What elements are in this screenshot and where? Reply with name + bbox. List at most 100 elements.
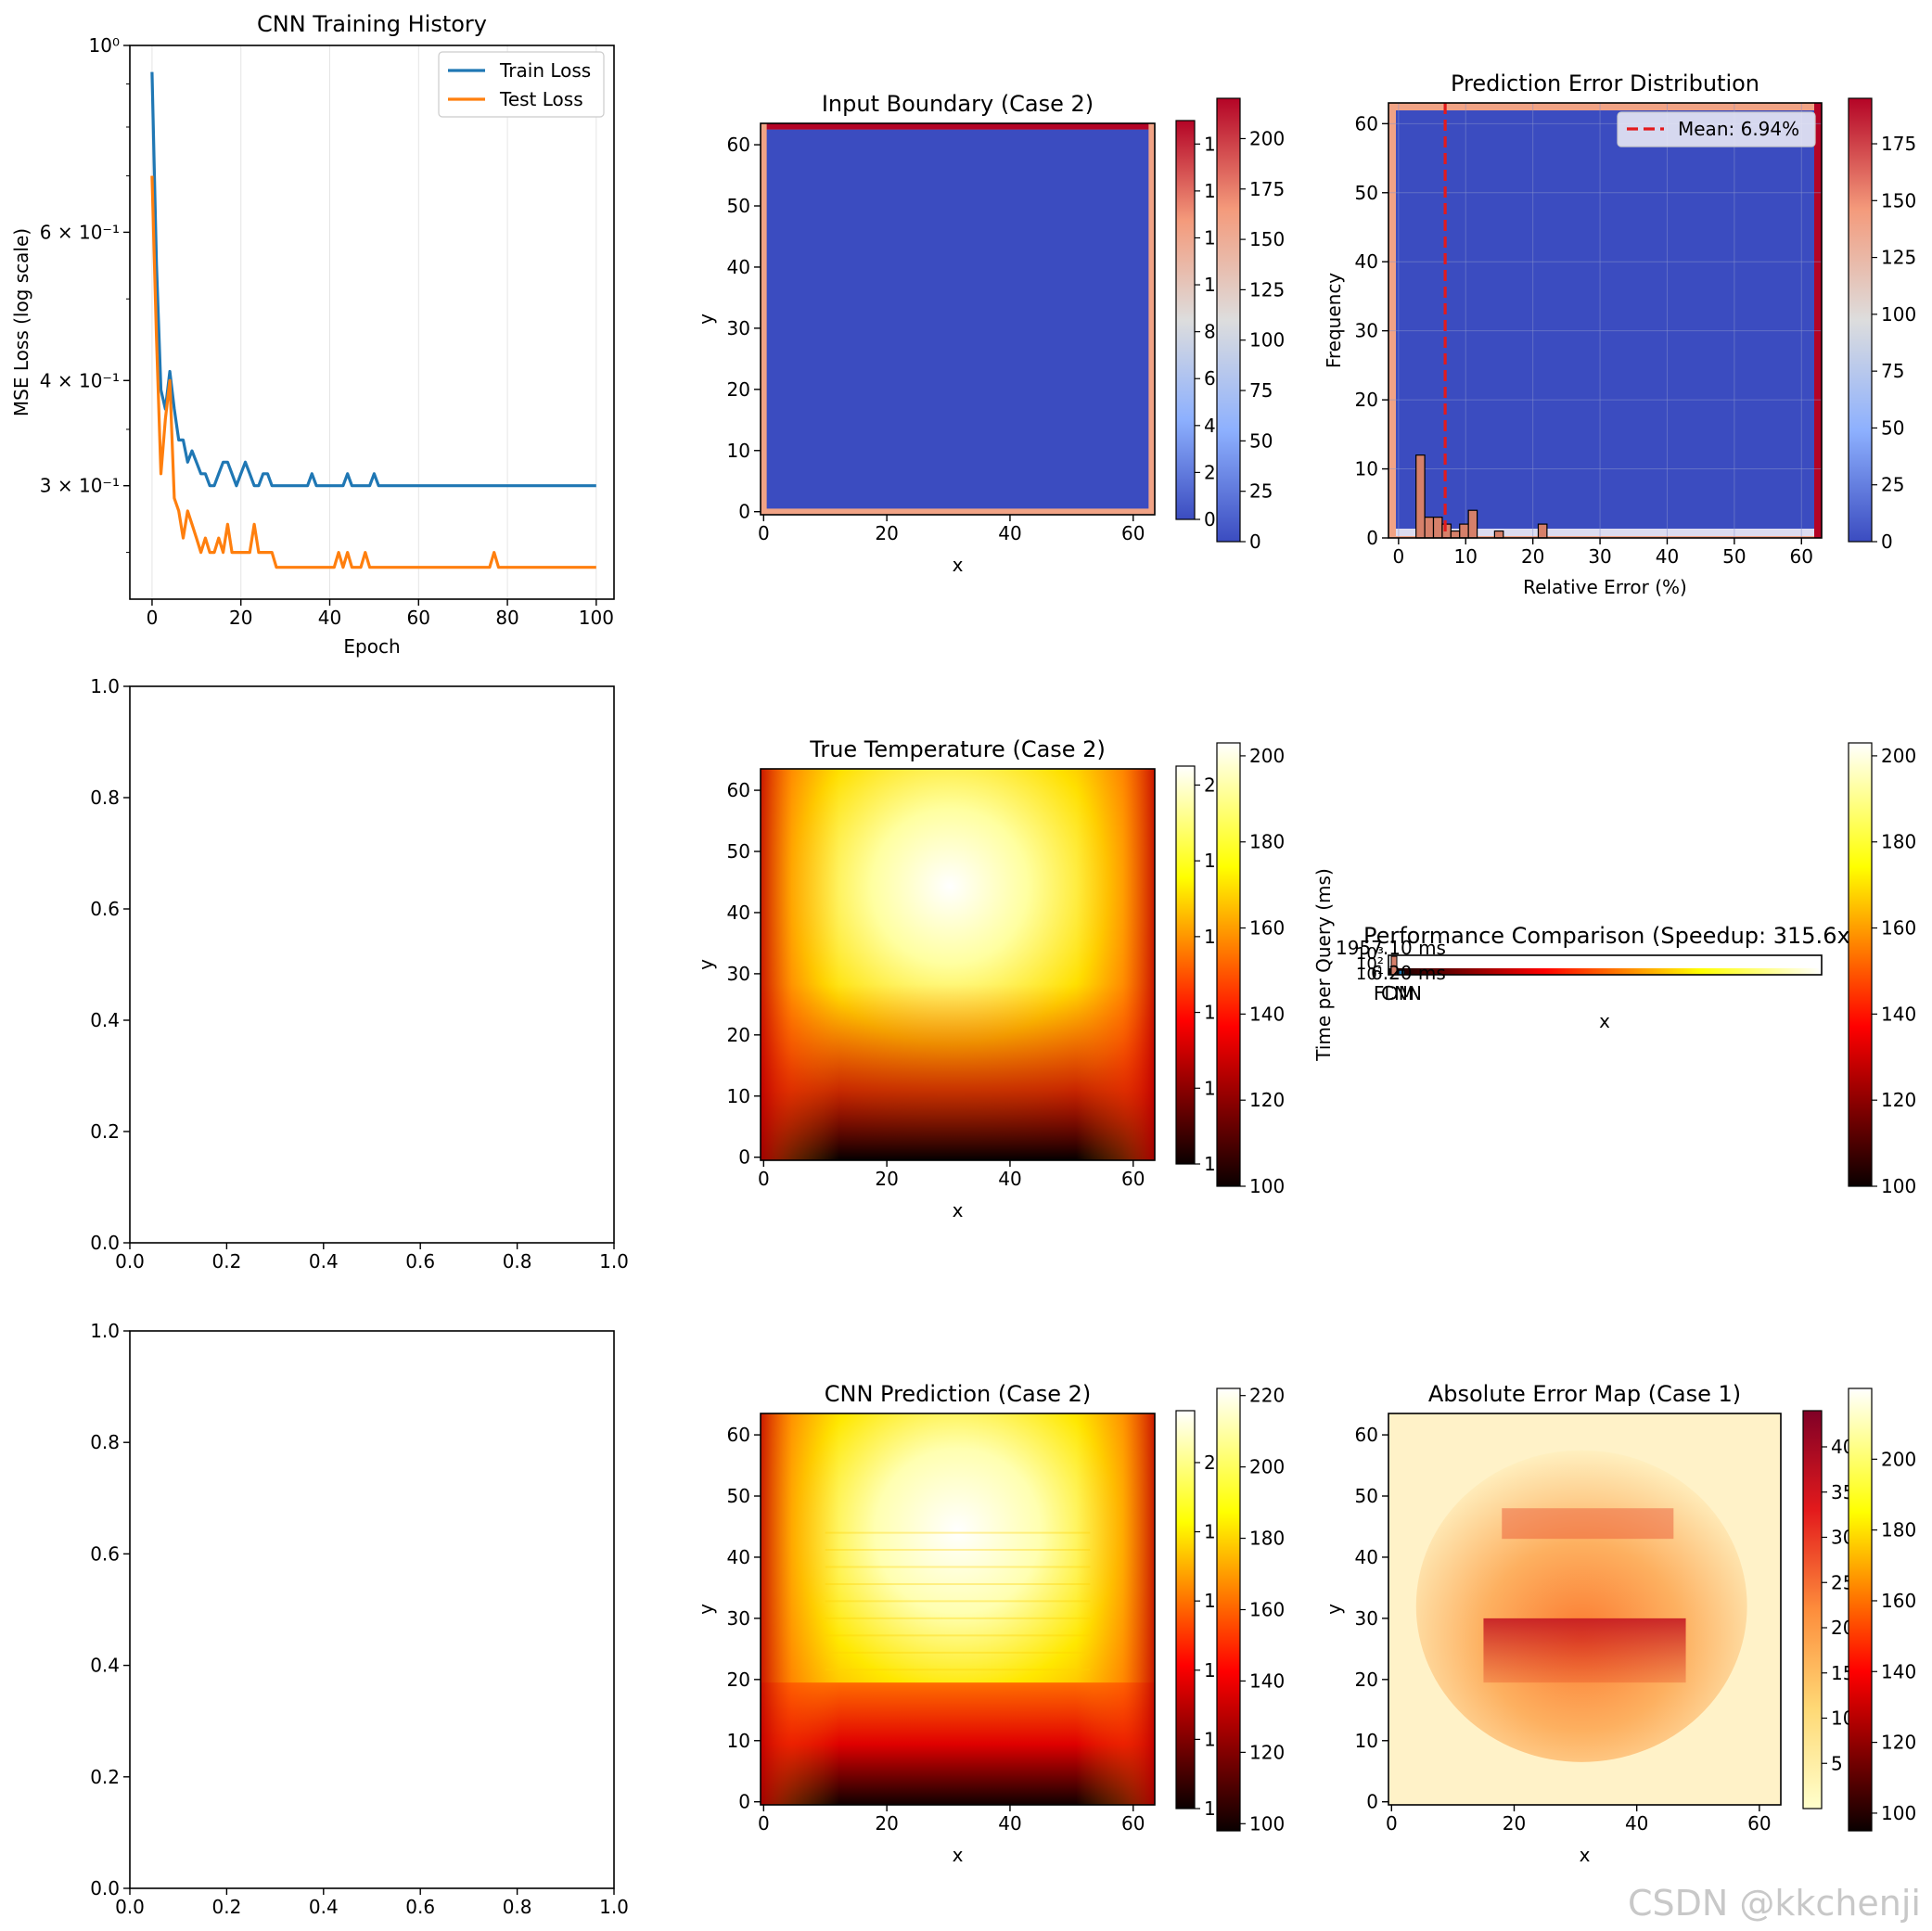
colorbar-outer [1216, 1388, 1241, 1832]
colorbar-tick-label: 140 [1249, 1669, 1285, 1692]
y-tick-label: 0.2 [90, 1766, 120, 1788]
y-tick-label: 4 × 10⁻¹ [40, 369, 120, 391]
x-tick-label: 0.8 [503, 1250, 532, 1272]
x-tick-label: 20 [875, 522, 898, 544]
heatmap-high-error-band [1483, 1618, 1686, 1683]
training-history-chart: CNN Training History 0 20 40 60 80 100 10⁰ 6 × 1… [10, 11, 615, 658]
x-tick-label: 1.0 [599, 1896, 629, 1918]
y-tick-label: 10² [1356, 954, 1384, 974]
colorbar-tick-label: 200 [1249, 745, 1285, 767]
axes-frame [760, 122, 1156, 516]
y-tick-label: 30 [1355, 1607, 1378, 1630]
colorbar-outer [1216, 742, 1241, 1187]
x-tick-label: 0 [147, 607, 159, 629]
histogram-bar [1459, 523, 1469, 539]
colorbar-tick-label: 120 [1881, 1089, 1916, 1111]
colorbar-tick-label: 160 [1881, 1590, 1916, 1612]
heatmap-interior [766, 129, 1149, 509]
y-tick-label: 10³ [1356, 944, 1384, 964]
x-tick-label: 0.0 [115, 1896, 145, 1918]
y-tick-label: 50 [727, 840, 750, 863]
colorbar-tick-label: 220 [1249, 1385, 1285, 1407]
colorbar-tick-label: 120 [1249, 1089, 1285, 1111]
x-tick-label: 60 [407, 607, 430, 629]
heatmap-top-edge [766, 123, 1149, 130]
x-tick-label: 100 [579, 607, 614, 629]
colorbar-inner [1802, 1410, 1823, 1810]
true-temperature-chart: True Temperature (Case 2) 0 20 40 60 0 10 20 30 4… [695, 736, 1285, 1221]
axes-frame [129, 45, 615, 600]
x-tick-label: 0.2 [211, 1250, 241, 1272]
y-tick-label: 0 [1366, 527, 1378, 549]
x-tick-label: 40 [1656, 545, 1679, 568]
x-tick-label: 80 [495, 607, 518, 629]
colorbar-tick-label: 25 [1881, 474, 1904, 496]
colorbar-tick-label: 180 [1881, 1519, 1916, 1541]
x-tick-label: 60 [1121, 1168, 1145, 1190]
absolute-error-chart: Absolute Error Map (Case 1) 0 20 40 60 0 10 20 3… [1323, 1381, 1916, 1866]
series-line-train [150, 71, 596, 488]
y-tick-label: 0.0 [90, 1877, 120, 1899]
x-tick-label: 40 [318, 607, 341, 629]
y-axis-label: Frequency [1323, 273, 1345, 368]
y-tick-label: 0.4 [90, 1009, 120, 1031]
x-tick-label: 10 [1454, 545, 1478, 568]
colorbar-tick-label: 200 [1249, 1456, 1285, 1478]
bar-annotation: 6.20 ms [1371, 962, 1446, 984]
y-tick-label: 60 [727, 1424, 750, 1446]
y-tick-label: 0 [1366, 1791, 1378, 1813]
x-tick-label: 0 [758, 522, 770, 544]
colorbar-tick-label: 50 [1249, 429, 1273, 452]
y-tick-label: 10 [1355, 458, 1378, 480]
y-axis-label: Time per Query (ms) [1312, 868, 1335, 1062]
axes-frame [1388, 1413, 1782, 1806]
y-tick-label: 40 [727, 1546, 750, 1568]
colorbar-tick-label: 125 [1881, 247, 1916, 269]
colorbar-tick-label: 100 [1881, 1802, 1916, 1824]
y-tick-label: 10 [727, 1730, 750, 1752]
axes-frame [129, 1330, 615, 1889]
x-tick-label: 20 [875, 1168, 898, 1190]
colorbar [1848, 97, 1873, 543]
x-tick-label: 40 [998, 522, 1021, 544]
colorbar-tick-label: 140 [1881, 1003, 1916, 1025]
heatmap-overlay [1396, 110, 1814, 531]
histogram-bar [1467, 509, 1478, 539]
x-axis-label: x [1599, 1010, 1610, 1032]
y-tick-label: 0 [738, 501, 750, 523]
y-tick-label: 20 [727, 1669, 750, 1691]
y-axis-label: y [1323, 1604, 1345, 1615]
heatmap-side-shade [761, 1413, 1155, 1805]
histogram-bar [1493, 530, 1504, 539]
x-tick-label: 0.4 [309, 1896, 339, 1918]
heatmap-upper-band [1502, 1508, 1674, 1540]
x-tick-label: 0 [1392, 545, 1404, 568]
x-axis-label: x [1580, 1844, 1591, 1866]
x-tick-label: 0.6 [405, 1896, 435, 1918]
empty-axes-bottom: 0.0 0.2 0.4 0.6 0.8 1.0 0.0 0.2 0.4 0.6 0.8 1.0 [90, 1320, 629, 1918]
y-tick-label: 60 [1355, 112, 1378, 134]
colorbar-tick-label: 150 [1249, 228, 1285, 250]
colorbar-inner [1175, 1410, 1196, 1810]
y-tick-label: 20 [727, 378, 750, 401]
histogram-bar [1415, 454, 1426, 539]
colorbar-tick-label: 180 [1249, 1528, 1285, 1550]
legend-label: Mean: 6.94% [1678, 118, 1799, 140]
colorbar-tick-label: 100 [1249, 1175, 1285, 1197]
x-tick-label: 50 [1722, 545, 1746, 568]
y-tick-label: 10 [1355, 1730, 1378, 1752]
x-tick-label: 20 [875, 1812, 898, 1835]
y-tick-label: 50 [1355, 1485, 1378, 1507]
chart-title: Performance Comparison (Speedup: 315.6x) [1363, 923, 1859, 949]
y-tick-label: 0 [738, 1146, 750, 1169]
x-axis-label: Epoch [343, 635, 400, 658]
performance-chart: Performance Comparison (Speedup: 315.6x)… [1312, 742, 1916, 1197]
x-axis-label: x [953, 554, 964, 576]
y-tick-label: 10 [727, 1085, 750, 1107]
colorbar-tick-label: 150 [1881, 189, 1916, 211]
legend-box [1617, 111, 1816, 147]
colorbar-inner [1175, 120, 1196, 520]
y-tick-label: 0 [738, 1791, 750, 1813]
y-axis-label: y [695, 313, 717, 325]
colorbar-tick-label: 0 [1881, 531, 1893, 553]
